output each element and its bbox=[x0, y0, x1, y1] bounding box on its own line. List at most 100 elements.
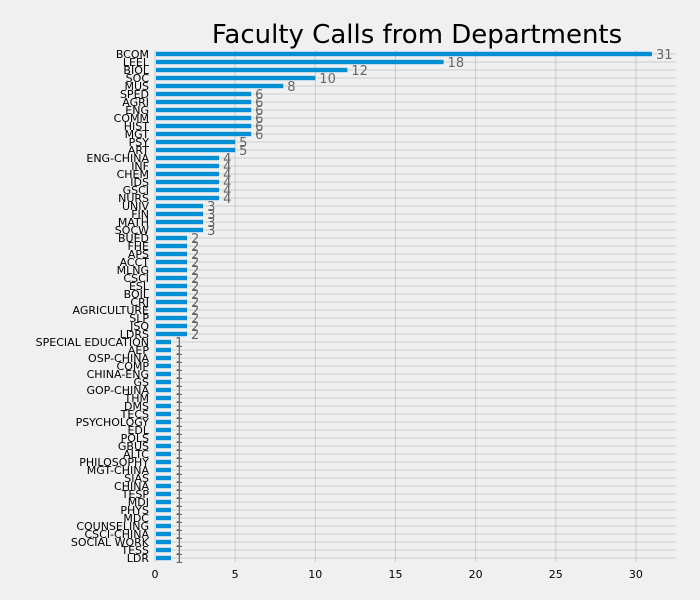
data-label: 4 bbox=[223, 152, 231, 167]
category-label: NURS bbox=[118, 192, 149, 205]
category-label: GBUS bbox=[118, 440, 149, 453]
category-label: THM bbox=[124, 392, 149, 405]
bar bbox=[156, 403, 172, 409]
category-label: SOC bbox=[126, 72, 150, 85]
bar bbox=[156, 371, 172, 377]
category-label: COMP bbox=[117, 360, 150, 373]
data-label: 2 bbox=[191, 272, 199, 287]
bar bbox=[156, 347, 172, 353]
bar bbox=[156, 283, 188, 289]
bar bbox=[156, 331, 188, 337]
category-label: BCOM bbox=[116, 48, 149, 61]
bar bbox=[156, 419, 172, 425]
data-label: 1 bbox=[175, 360, 183, 375]
data-label: 5 bbox=[239, 136, 247, 151]
bar bbox=[156, 467, 172, 473]
data-label: 1 bbox=[175, 496, 183, 511]
bar bbox=[156, 363, 172, 369]
bar bbox=[156, 51, 652, 57]
data-label: 1 bbox=[175, 368, 183, 383]
bar bbox=[156, 379, 172, 385]
bar bbox=[156, 187, 220, 193]
category-label: ENG bbox=[125, 104, 149, 117]
bar bbox=[156, 67, 348, 73]
category-label: ESL bbox=[129, 280, 150, 293]
bar bbox=[156, 483, 172, 489]
bar bbox=[156, 131, 252, 137]
data-label: 1 bbox=[175, 400, 183, 415]
category-label: ALTC bbox=[123, 448, 149, 461]
category-label: CHINA-ENG bbox=[87, 368, 149, 381]
category-label: TESS bbox=[120, 544, 149, 557]
bar bbox=[156, 243, 188, 249]
data-label: 2 bbox=[191, 256, 199, 271]
data-label: 1 bbox=[175, 416, 183, 431]
category-label: PHILOSOPHY bbox=[79, 456, 149, 469]
bar bbox=[156, 539, 172, 545]
x-tick-label: 5 bbox=[232, 568, 239, 581]
bar bbox=[156, 491, 172, 497]
data-label: 6 bbox=[255, 120, 263, 135]
category-label: GSCI bbox=[123, 184, 149, 197]
category-label: BIOL bbox=[123, 64, 149, 77]
data-label: 1 bbox=[175, 544, 183, 559]
category-label: ART bbox=[128, 144, 149, 157]
data-label: 1 bbox=[175, 352, 183, 367]
bar bbox=[156, 75, 316, 81]
data-label: 18 bbox=[448, 56, 465, 71]
category-label: CRJ bbox=[130, 296, 149, 309]
category-label: UNIV bbox=[122, 200, 150, 213]
data-label: 4 bbox=[223, 184, 231, 199]
data-label: 2 bbox=[191, 264, 199, 279]
category-label: SLP bbox=[129, 312, 149, 325]
bar bbox=[156, 155, 220, 161]
data-label: 6 bbox=[255, 128, 263, 143]
bar bbox=[156, 435, 172, 441]
bar bbox=[156, 307, 188, 313]
data-label: 2 bbox=[191, 304, 199, 319]
data-label: 1 bbox=[175, 480, 183, 495]
data-label: 1 bbox=[175, 344, 183, 359]
bar bbox=[156, 355, 172, 361]
data-label: 2 bbox=[191, 328, 199, 343]
category-label: CSCI-CHINA bbox=[84, 528, 149, 541]
bar bbox=[156, 411, 172, 417]
data-label: 1 bbox=[175, 536, 183, 551]
bar bbox=[156, 219, 204, 225]
category-label: MDC bbox=[123, 512, 149, 525]
category-label: ENG-CHINA bbox=[86, 152, 149, 165]
data-label: 2 bbox=[191, 280, 199, 295]
data-label: 1 bbox=[175, 424, 183, 439]
bar bbox=[156, 227, 204, 233]
x-tick-label: 25 bbox=[549, 568, 563, 581]
category-label: COUNSELING bbox=[76, 520, 149, 533]
bar bbox=[156, 139, 236, 145]
data-label: 1 bbox=[175, 392, 183, 407]
bar bbox=[156, 235, 188, 241]
category-label: BOIL bbox=[124, 288, 150, 301]
data-label: 3 bbox=[207, 200, 215, 215]
bar bbox=[156, 395, 172, 401]
bar bbox=[156, 123, 252, 129]
data-label: 3 bbox=[207, 216, 215, 231]
category-label: JSQ bbox=[129, 320, 149, 333]
bar bbox=[156, 275, 188, 281]
category-label: DMS bbox=[124, 400, 149, 413]
bar bbox=[156, 251, 188, 257]
category-label: SPED bbox=[120, 88, 149, 101]
bar bbox=[156, 339, 172, 345]
category-label: AGRI bbox=[122, 96, 149, 109]
data-label: 2 bbox=[191, 240, 199, 255]
bar bbox=[156, 179, 220, 185]
x-tick-label: 30 bbox=[629, 568, 643, 581]
bar bbox=[156, 267, 188, 273]
category-label: ACCT bbox=[120, 256, 150, 269]
category-label: FIN bbox=[131, 208, 149, 221]
category-label: MATH bbox=[118, 216, 149, 229]
bar bbox=[156, 515, 172, 521]
bar bbox=[156, 547, 172, 553]
category-label: FHE bbox=[127, 240, 149, 253]
category-label: MUS bbox=[124, 80, 149, 93]
